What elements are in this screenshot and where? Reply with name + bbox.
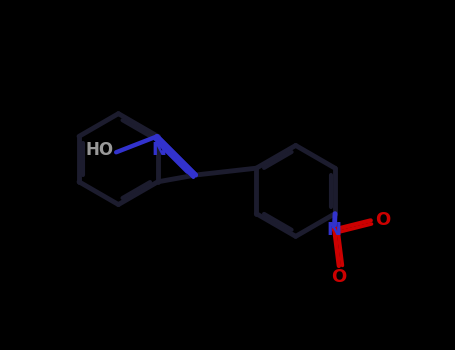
- Text: N: N: [152, 141, 167, 159]
- Text: HO: HO: [86, 141, 114, 159]
- Text: O: O: [331, 268, 347, 286]
- Text: N: N: [327, 220, 342, 239]
- Text: O: O: [375, 211, 390, 230]
